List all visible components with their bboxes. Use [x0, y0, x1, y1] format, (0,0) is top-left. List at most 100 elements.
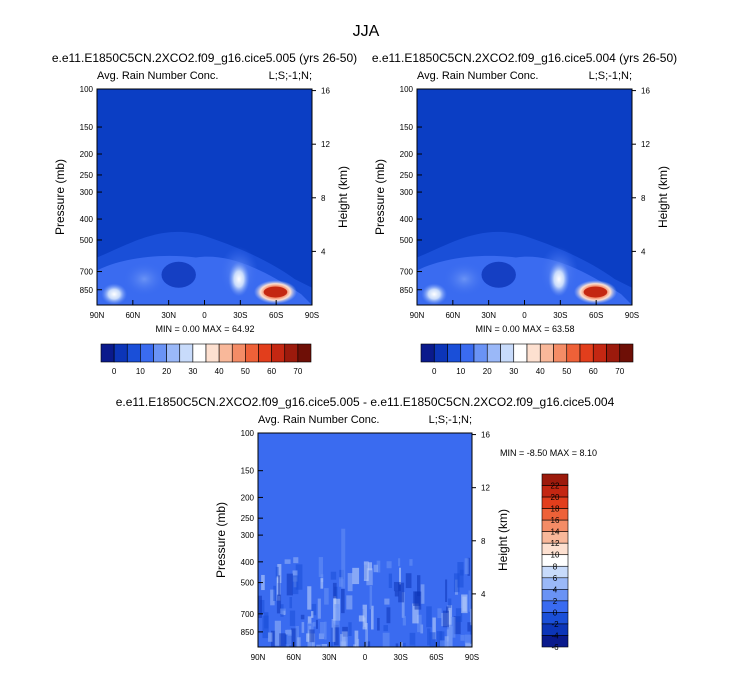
field-noise [371, 605, 374, 630]
field-noise [320, 578, 324, 589]
field-noise [284, 559, 291, 564]
y-tick-label: 300 [80, 188, 94, 197]
colorbar-label: 60 [589, 367, 598, 376]
x-tick-label: 30N [161, 311, 176, 320]
y-tick-label: 850 [80, 286, 94, 295]
y-tick-label: 700 [400, 268, 414, 277]
field-noise [383, 625, 388, 632]
colorbar-label: 10 [136, 367, 145, 376]
colorbar-swatch [179, 343, 194, 363]
field-noise [405, 573, 412, 589]
y-tick-label: 500 [400, 236, 414, 245]
field-noise [311, 603, 317, 616]
field-noise [330, 627, 333, 647]
x-tick-label: 90S [465, 653, 479, 662]
field-noise [297, 637, 301, 647]
field-noise [258, 595, 262, 618]
colorbar-label: -2 [551, 620, 559, 629]
x-tick-label: 30N [481, 311, 496, 320]
y-right-tick-label: 8 [641, 194, 646, 203]
field-blob [122, 261, 166, 297]
y-tick-label: 400 [241, 558, 255, 567]
colorbar-swatch [231, 343, 246, 363]
field-noise [307, 586, 312, 610]
field-noise [402, 616, 406, 626]
field-noise [453, 616, 461, 635]
x-tick-label: 90N [90, 311, 105, 320]
y-right-axis-label: Height (km) [496, 509, 510, 571]
field-noise [277, 564, 282, 584]
field-noise [270, 630, 276, 647]
colorbar-label: 20 [483, 367, 492, 376]
colorbar-label: 30 [509, 367, 518, 376]
field-blob [548, 261, 570, 297]
colorbar-swatch [153, 343, 167, 363]
field-noise [464, 558, 469, 575]
field-noise [417, 575, 421, 597]
field-noise [368, 562, 373, 571]
colorbar-label: -6 [551, 643, 559, 652]
field-noise [274, 620, 281, 646]
field-noise [341, 528, 346, 589]
field-noise [467, 622, 471, 632]
field-noise [267, 632, 273, 642]
field-noise [457, 562, 464, 588]
y-axis-label: Pressure (mb) [214, 502, 228, 578]
colorbar-swatch [113, 343, 128, 363]
field-noise [398, 558, 401, 567]
colorbar-swatch [619, 343, 634, 363]
field-noise [367, 646, 370, 647]
colorbar-swatch [205, 343, 220, 363]
field-noise [439, 640, 447, 647]
field-noise [442, 610, 449, 628]
colorbar-swatch [526, 343, 541, 363]
colorbar-label: 70 [293, 367, 302, 376]
colorbar-swatch [420, 343, 435, 363]
colorbar-label: 14 [551, 528, 560, 537]
colorbar-label: 30 [188, 367, 197, 376]
field-noise [279, 633, 286, 647]
y-tick-label: 500 [241, 579, 255, 588]
field-noise [356, 638, 360, 647]
colorbar-label: 6 [553, 574, 558, 583]
field-noise [295, 626, 300, 647]
field-noise [264, 612, 269, 629]
field-noise [382, 632, 390, 647]
field-noise [402, 642, 406, 647]
y-right-axis-label: Height (km) [336, 166, 350, 228]
chart-title: e.e11.E1850C5CN.2XCO2.f09_g16.cice5.004 … [372, 51, 677, 65]
field-noise [450, 616, 456, 638]
chart-title: e.e11.E1850C5CN.2XCO2.f09_g16.cice5.005 … [116, 395, 615, 409]
y-right-tick-label: 12 [481, 484, 490, 493]
field-noise [358, 615, 365, 622]
field-noise [300, 614, 305, 620]
field-noise [467, 557, 470, 576]
field-noise [315, 619, 318, 629]
field-noise [292, 575, 299, 595]
field-noise [388, 573, 393, 589]
field-noise [301, 622, 305, 633]
y-right-axis-label: Height (km) [656, 166, 670, 228]
field-noise [449, 618, 452, 626]
field-noise [398, 567, 402, 585]
field-noise [448, 598, 452, 608]
colorbar-label: 20 [551, 493, 560, 502]
field-noise [445, 579, 448, 603]
field-noise [276, 594, 282, 614]
y-tick-label: 250 [400, 171, 414, 180]
x-tick-label: 90N [251, 653, 266, 662]
colorbar-swatch [606, 343, 621, 363]
field-noise [432, 617, 436, 640]
y-tick-label: 400 [80, 215, 94, 224]
colorbar-label: 40 [215, 367, 224, 376]
field-noise [398, 582, 405, 603]
field-noise [377, 617, 380, 631]
field-noise [324, 621, 327, 640]
y-tick-label: 250 [80, 171, 94, 180]
colorbar-swatch [460, 343, 475, 363]
colorbar-swatch [100, 343, 115, 363]
field-noise [291, 628, 297, 647]
chart-left-label: Avg. Rain Number Conc. [97, 70, 218, 82]
field-noise [363, 561, 369, 581]
